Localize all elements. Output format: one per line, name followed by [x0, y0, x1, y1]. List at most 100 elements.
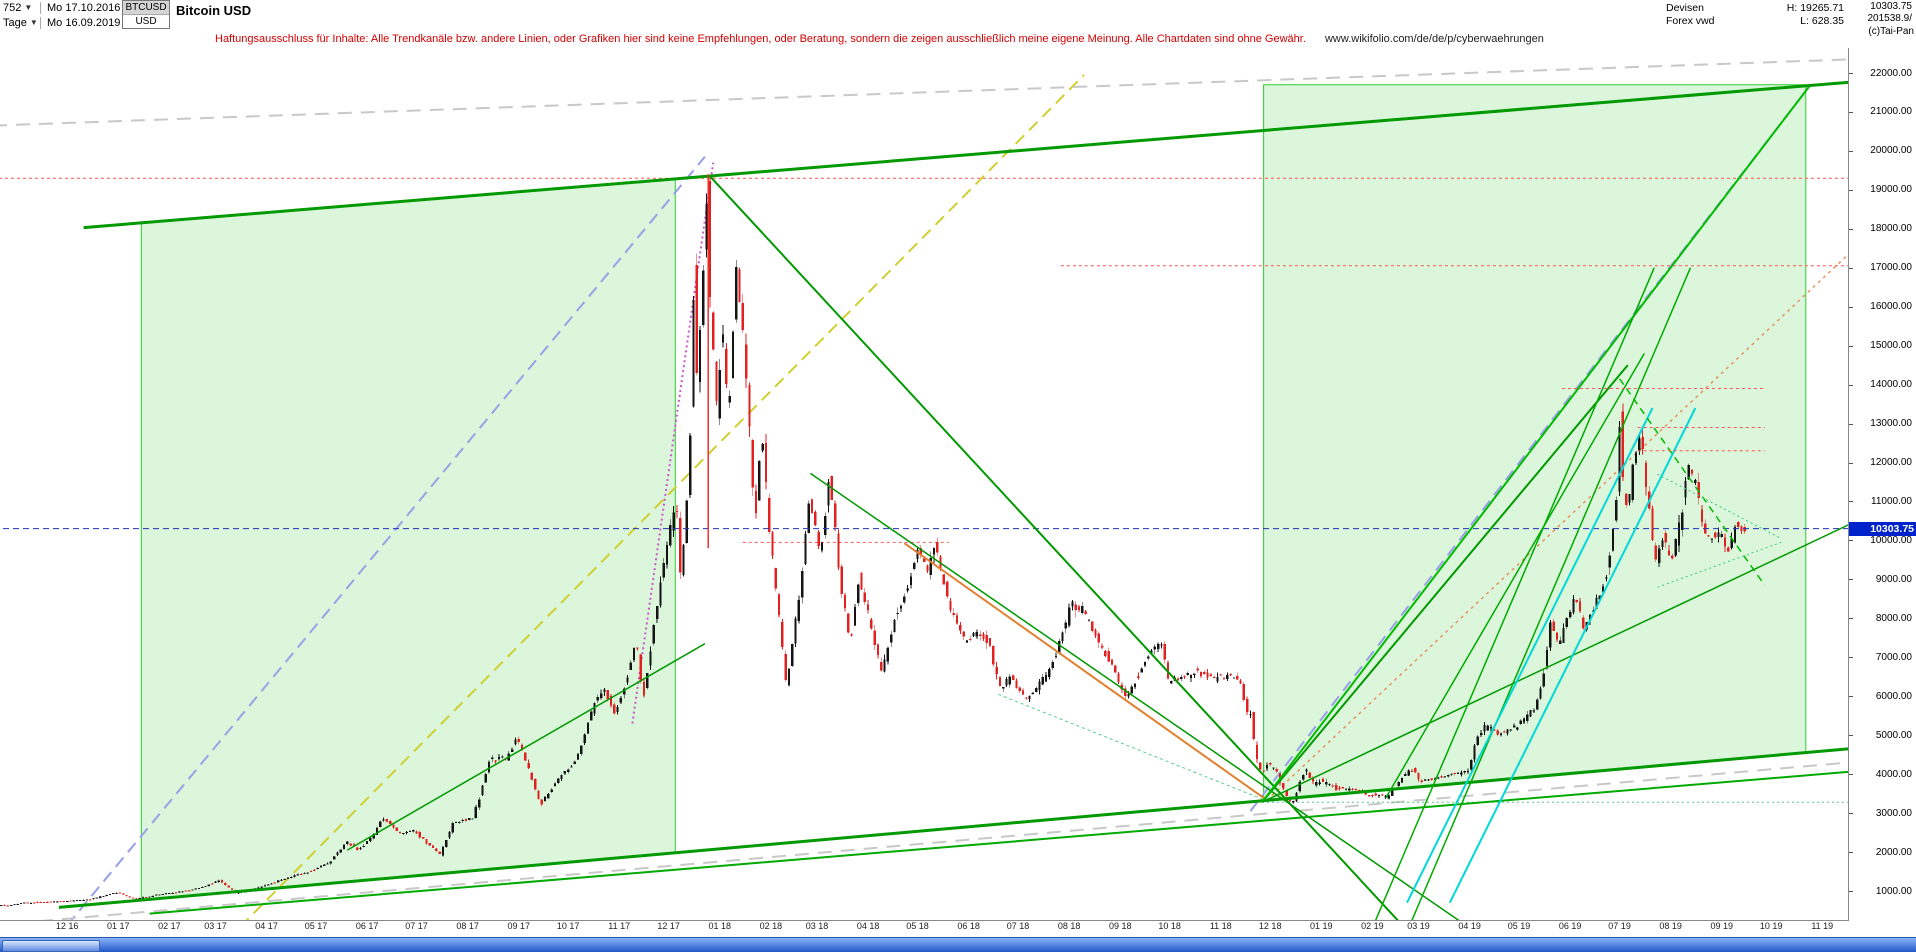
chart-canvas[interactable]: [0, 48, 1849, 921]
price-axis[interactable]: 10303.75 1000.00 2000.00 3000.00 4000.00 500…: [1849, 48, 1916, 920]
trendline-wedge-upper: [1657, 473, 1782, 539]
price-axis-label: 20000.00: [1870, 145, 1912, 157]
price-axis-tick: [1849, 618, 1853, 620]
candlestick-plot[interactable]: [0, 48, 1848, 920]
time-axis-label: 04 19: [1458, 921, 1481, 931]
price-axis-label: 5000.00: [1875, 729, 1912, 741]
price-axis-tick: [1849, 657, 1853, 659]
time-axis-label: 11 19: [1811, 921, 1834, 931]
time-axis-label: 09 19: [1710, 921, 1734, 931]
price-axis-label: 7000.00: [1875, 651, 1912, 663]
session-low: L: 628.35: [1800, 15, 1844, 27]
symbol-box[interactable]: BTCUSD USD: [122, 0, 170, 29]
price-axis-tick: [1849, 345, 1853, 347]
trendline-support-2017: [346, 643, 706, 851]
timeframe-dropdown[interactable]: Tage ▼: [3, 17, 38, 29]
corner-last-price: 10303.75: [1870, 1, 1912, 12]
time-axis[interactable]: 12 16 01 17 02 17 03 17 04 17 05 17 06 17 07 17…: [0, 921, 1848, 936]
price-axis-tick: [1849, 540, 1853, 542]
price-axis-tick: [1849, 735, 1853, 737]
time-axis-label: 10 19: [1759, 921, 1783, 931]
trendline-green-decline-2: [809, 472, 1460, 920]
time-axis-label: 11 17: [608, 921, 631, 931]
trendline-orange-decline: [903, 542, 1268, 802]
time-axis-label: 08 18: [1057, 921, 1081, 931]
time-axis-label: 10 17: [556, 921, 580, 931]
time-axis-label: 06 19: [1558, 921, 1582, 931]
price-axis-tick: [1849, 189, 1853, 191]
trendline-green-correction: [1618, 378, 1766, 586]
price-axis-label: 17000.00: [1870, 262, 1912, 274]
trendline-cyan-support-1: [1406, 407, 1654, 904]
foreground-trendlines: [0, 80, 1848, 920]
price-axis-tick: [1849, 501, 1853, 503]
trendline-green-decline-from-peak: [709, 175, 1399, 920]
time-axis-label: 03 18: [805, 921, 829, 931]
price-axis-label: 8000.00: [1875, 612, 1912, 624]
time-axis-label: 06 17: [355, 921, 379, 931]
channel-regions: [140, 84, 1807, 901]
price-axis-label: 13000.00: [1870, 418, 1912, 430]
time-axis-label: 06 18: [957, 921, 980, 931]
horizontal-scrollbar[interactable]: [0, 937, 1916, 952]
trendline-yellow-fan: [245, 74, 1085, 920]
time-axis-label: 01 19: [1310, 921, 1333, 931]
bars-count-dropdown[interactable]: 752 ▼: [3, 2, 32, 14]
time-axis-label: 09 17: [507, 921, 530, 931]
time-axis-label: 10 18: [1158, 921, 1181, 931]
time-axis-label: 07 18: [1006, 921, 1030, 931]
market-info-row: Devisen H: 19265.71: [1666, 2, 1844, 14]
start-date: Mo 17.10.2016: [40, 2, 120, 14]
trendline-upper-channel: [83, 80, 1848, 230]
price-axis-tick: [1849, 384, 1853, 386]
price-axis-tick: [1849, 579, 1853, 581]
market-label: Devisen: [1666, 2, 1704, 14]
time-axis-label: 02 19: [1361, 921, 1384, 931]
symbol-currency: USD: [123, 15, 169, 28]
price-axis-tick: [1849, 73, 1853, 74]
trendline-wedge-lower: [1657, 541, 1782, 588]
trendline-gray-top: [0, 58, 1848, 127]
price-axis-label: 18000.00: [1870, 223, 1912, 235]
price-axis-label: 2000.00: [1875, 846, 1912, 858]
time-axis-label: 01 17: [106, 921, 130, 931]
price-axis-label: 21000.00: [1870, 106, 1912, 118]
trendline-blue-fan-left: [70, 156, 706, 920]
copyright-label: (c)Tai-Pan: [1868, 26, 1914, 37]
chevron-down-icon: ▼: [29, 18, 38, 27]
scrollbar-thumb[interactable]: [2, 940, 100, 952]
price-axis-tick: [1849, 696, 1853, 698]
price-axis-tick: [1849, 774, 1853, 776]
price-axis-tick: [1849, 306, 1853, 308]
time-axis-label: 07 19: [1608, 921, 1631, 931]
price-axis-tick: [1849, 228, 1853, 230]
time-axis-label: 02 18: [759, 921, 783, 931]
price-axis-tick: [1849, 423, 1853, 425]
trendline-green-advance-4: [1384, 353, 1645, 799]
time-axis-label: 05 19: [1507, 921, 1531, 931]
source-label: Forex vwd: [1666, 15, 1715, 27]
time-axis-label: 04 18: [856, 921, 880, 931]
price-axis-label: 16000.00: [1870, 301, 1912, 313]
price-axis-tick: [1849, 111, 1853, 113]
time-axis-label: 12 17: [657, 921, 680, 931]
time-axis-label: 11 18: [1209, 921, 1232, 931]
candles: [0, 175, 1746, 907]
price-axis-tick: [1849, 462, 1853, 464]
price-axis-tick: [1849, 150, 1853, 152]
time-axis-label: 05 17: [304, 921, 328, 931]
price-axis-label: 3000.00: [1875, 807, 1912, 819]
disclaimer-body: Haftungsausschluss für Inhalte: Alle Tre…: [215, 33, 1306, 45]
disclaimer-url[interactable]: www.wikifolio.com/de/de/p/cyberwaehrunge…: [1324, 33, 1544, 45]
price-axis-label: 19000.00: [1870, 184, 1912, 196]
trendline-gray-bottom: [41, 761, 1848, 920]
time-axis-label: 05 18: [906, 921, 929, 931]
price-axis-label: 4000.00: [1875, 768, 1912, 780]
price-axis-label: 14000.00: [1870, 379, 1912, 391]
disclaimer-text: Haftungsausschluss für Inhalte: Alle Tre…: [215, 33, 1544, 45]
chart-title: Bitcoin USD: [176, 3, 252, 18]
price-axis-label: 1000.00: [1875, 885, 1912, 897]
corner-volume: 201538.9/: [1867, 13, 1913, 24]
time-axis-label: 09 18: [1108, 921, 1132, 931]
